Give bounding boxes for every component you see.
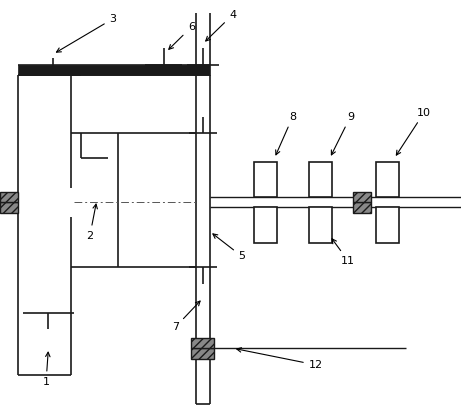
- Text: 2: 2: [86, 204, 97, 241]
- Bar: [0, 192, 18, 202]
- Text: 5: 5: [213, 234, 246, 261]
- Text: 10: 10: [396, 108, 431, 155]
- Bar: [0, 202, 18, 213]
- Text: 12: 12: [237, 348, 323, 370]
- Bar: [353, 202, 371, 213]
- Bar: [353, 192, 371, 202]
- Bar: [254, 207, 277, 243]
- Text: 11: 11: [332, 239, 355, 266]
- Text: 1: 1: [42, 352, 50, 387]
- Bar: [376, 162, 399, 197]
- Bar: [309, 207, 332, 243]
- Bar: [254, 162, 277, 197]
- Bar: [191, 338, 214, 348]
- Text: 8: 8: [276, 112, 296, 155]
- Text: 3: 3: [57, 14, 117, 52]
- Bar: [191, 348, 214, 359]
- Text: 7: 7: [171, 301, 200, 332]
- Text: 6: 6: [169, 22, 195, 49]
- Text: 9: 9: [331, 112, 354, 155]
- Bar: [18, 65, 210, 75]
- Bar: [376, 207, 399, 243]
- Text: 4: 4: [206, 10, 236, 41]
- Bar: [309, 162, 332, 197]
